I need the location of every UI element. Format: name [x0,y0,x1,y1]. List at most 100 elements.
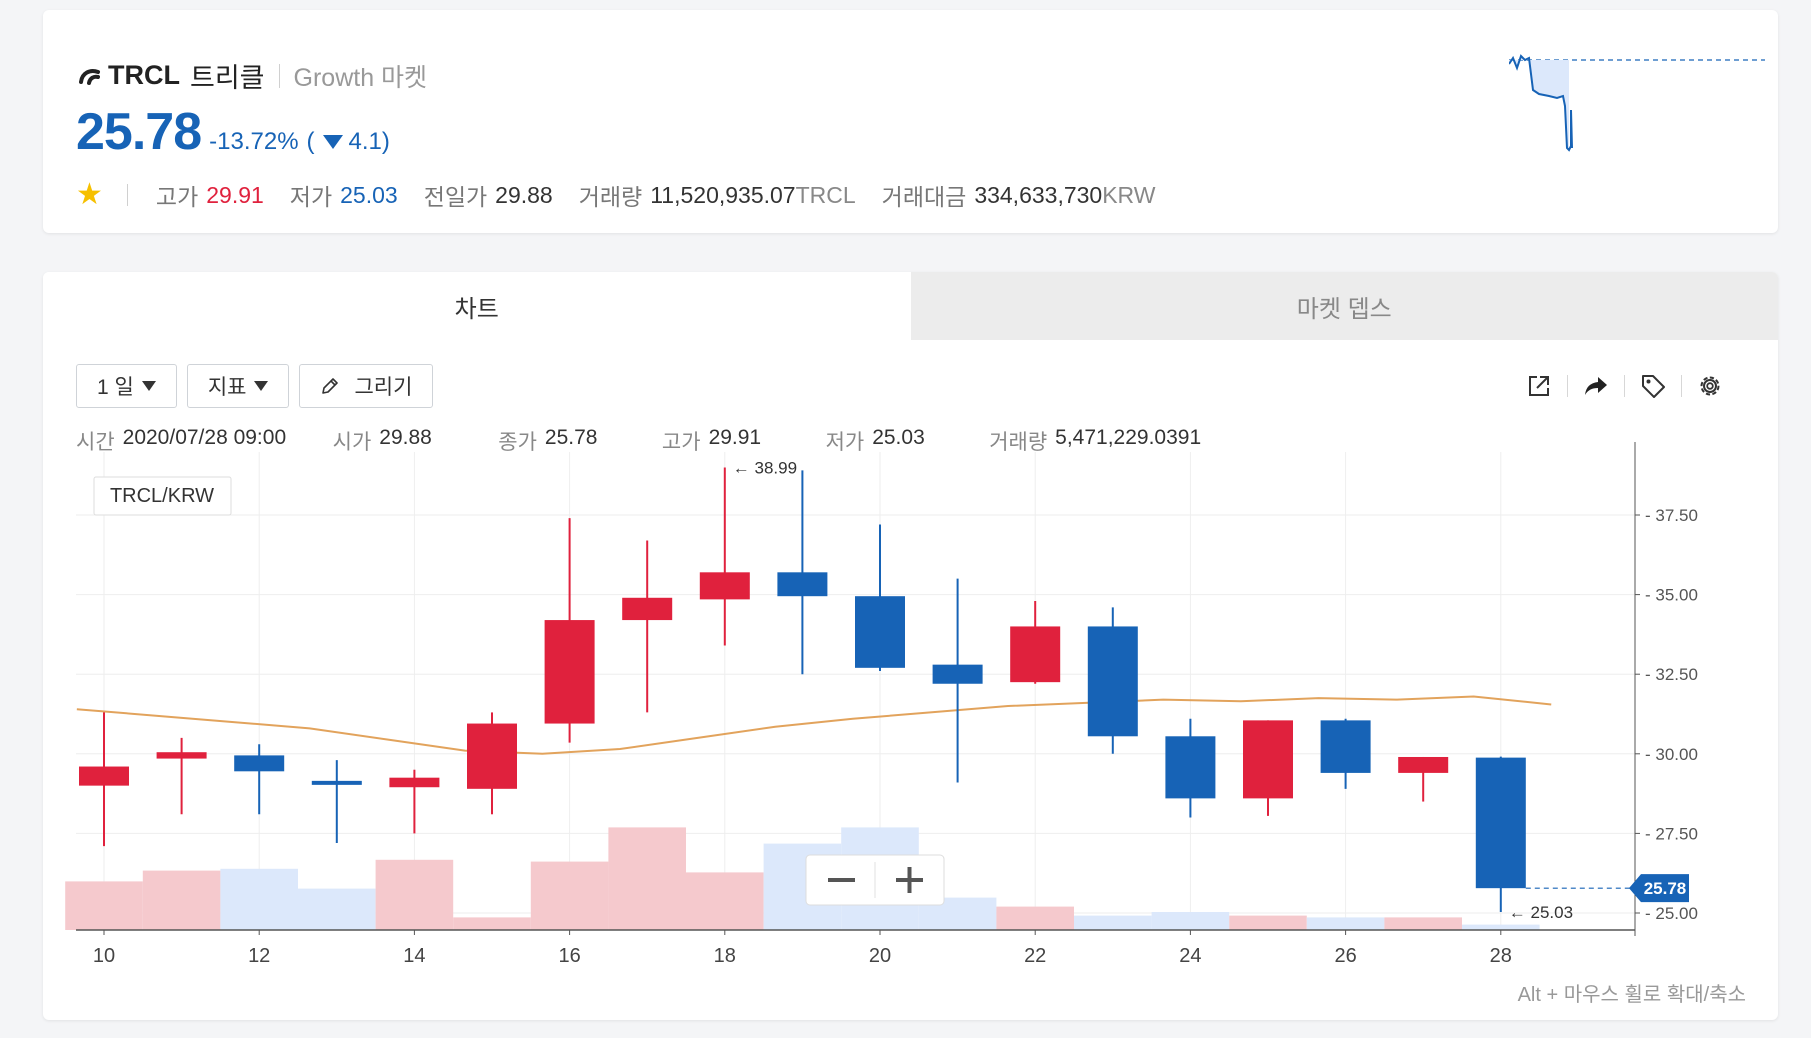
ticker-name: 트리클 [189,63,265,93]
low-value: 25.03 [340,181,398,208]
change-value: 4.1) [348,128,390,155]
change-amount: ( 4.1) [307,128,390,156]
share-icon[interactable] [1582,372,1610,400]
change-percent: -13.72% [209,128,299,155]
sparkline-line [1509,54,1573,152]
x-tick-label: 16 [558,945,580,967]
volume-bar [1229,915,1307,930]
x-tick-label: 22 [1024,945,1046,967]
x-tick-label: 10 [93,945,115,967]
volume-bar [1074,915,1152,930]
interval-dropdown[interactable]: 1 일 [76,364,177,408]
down-triangle-icon [322,135,343,149]
x-tick-label: 20 [869,945,891,967]
x-tick-label: 26 [1334,945,1356,967]
tag-icon[interactable] [1639,372,1667,400]
volume-bar [1151,912,1230,930]
trade-amount-label: 거래대금 [881,184,967,210]
volume-value: 11,520,935.07 [650,181,796,208]
volume-bar [1384,917,1462,930]
ticker-code: TRCL [108,60,180,90]
tool-divider [1567,375,1568,397]
ohlc-low-label: 저가 [825,431,865,454]
tool-divider [1681,375,1682,397]
ticker-title: TRCL 트리클 Growth 마켓 [76,56,427,95]
candle-body [1475,757,1526,889]
candle-body [932,664,983,684]
volume-label: 거래량 [578,184,643,210]
candle-body [234,755,285,772]
volume-bar [298,888,376,930]
ohlc-low-value: 25.03 [872,426,925,449]
ohlc-volume-value: 5,471,229.0391 [1055,426,1202,449]
ohlc-high-label: 고가 [661,431,701,454]
draw-button[interactable]: 그리기 [299,364,434,408]
ohlc-open-value: 29.88 [379,426,432,449]
external-link-icon[interactable] [1525,372,1553,400]
candle-body [79,766,129,786]
volume-unit: TRCL [795,181,856,208]
chart-tools [1511,372,1738,400]
prev-close-value: 29.88 [495,181,553,208]
volume-bar [996,906,1074,930]
high-label: 고가 [155,184,199,210]
chevron-down-icon [254,381,269,391]
x-tick-label: 24 [1179,945,1201,967]
market-name: Growth 마켓 [293,63,428,92]
y-tick-label: - 37.50 [1645,506,1698,525]
ticker-summary-card: TRCL 트리클 Growth 마켓 25.78 -13.72% ( 4.1) … [43,10,1778,233]
tool-divider [1624,375,1625,397]
current-price: 25.78 [76,103,202,161]
high-marker-label: ← 38.99 [733,459,797,478]
y-tick-label: - 30.00 [1645,745,1698,764]
ohlc-volume-label: 거래량 [989,431,1048,454]
change-open-paren: ( [306,128,315,155]
candle-body [156,752,207,759]
symbol-label: TRCL/KRW [110,485,214,507]
indicator-dropdown[interactable]: 지표 [186,364,290,408]
x-tick-label: 12 [248,945,270,967]
low-marker-label: ← 25.03 [1509,903,1573,922]
interval-label: 1 일 [97,376,134,399]
chart-tabs: 차트 마켓 뎁스 [43,272,1778,340]
stats-row: ★ 고가 29.91 저가 25.03 전일가 29.88 거래량 11,520… [76,178,1155,212]
candle-body [855,596,905,668]
settings-icon[interactable] [1696,372,1724,400]
zoom-in-icon[interactable] [896,867,923,893]
favorite-star-icon[interactable]: ★ [76,178,103,211]
tab-chart[interactable]: 차트 [43,272,911,340]
x-tick-label: 28 [1490,945,1512,967]
volume-bar [608,827,686,930]
candle-body [467,723,517,789]
ohlc-readout: 시간 2020/07/28 09:00 시가 29.88 종가 25.78 고가… [76,426,1201,456]
volume-bar [375,859,454,930]
price-sparkline [1509,54,1765,152]
trade-amount-value: 334,633,730 [974,181,1103,208]
volume-bar [530,861,609,930]
trickle-logo-icon [79,68,100,85]
indicator-label: 지표 [207,376,247,399]
candle-body [311,780,362,785]
x-tick-label: 14 [403,945,425,967]
chart-toolbar: 1 일 지표 그리기 [76,364,434,408]
ohlc-high-value: 29.91 [708,426,762,449]
candle-body [1320,720,1371,773]
zoom-hint: Alt + 마우스 휠로 확대/축소 [1517,984,1746,1006]
candle-body [777,572,828,597]
stats-divider [126,184,128,206]
candle-body [389,777,440,788]
candle-body [1398,756,1449,773]
volume-bar [220,868,298,930]
tab-market-depth[interactable]: 마켓 뎁스 [910,272,1778,340]
volume-bar [453,917,531,930]
ohlc-open-label: 시가 [332,431,372,454]
zoom-control[interactable] [805,854,945,906]
ohlc-close-label: 종가 [498,431,537,454]
current-price-badge-label: 25.78 [1644,879,1687,898]
candlestick-chart[interactable]: - 25.00 - 27.50 - 30.00 - 32.50 - 35.00 - 37.… [43,272,1778,972]
ohlc-time-value: 2020/07/28 09:00 [122,426,287,449]
volume-bar [686,872,764,930]
candle-body [1165,736,1216,799]
y-tick-label: - 27.50 [1645,824,1698,843]
x-tick-label: 18 [714,945,736,967]
